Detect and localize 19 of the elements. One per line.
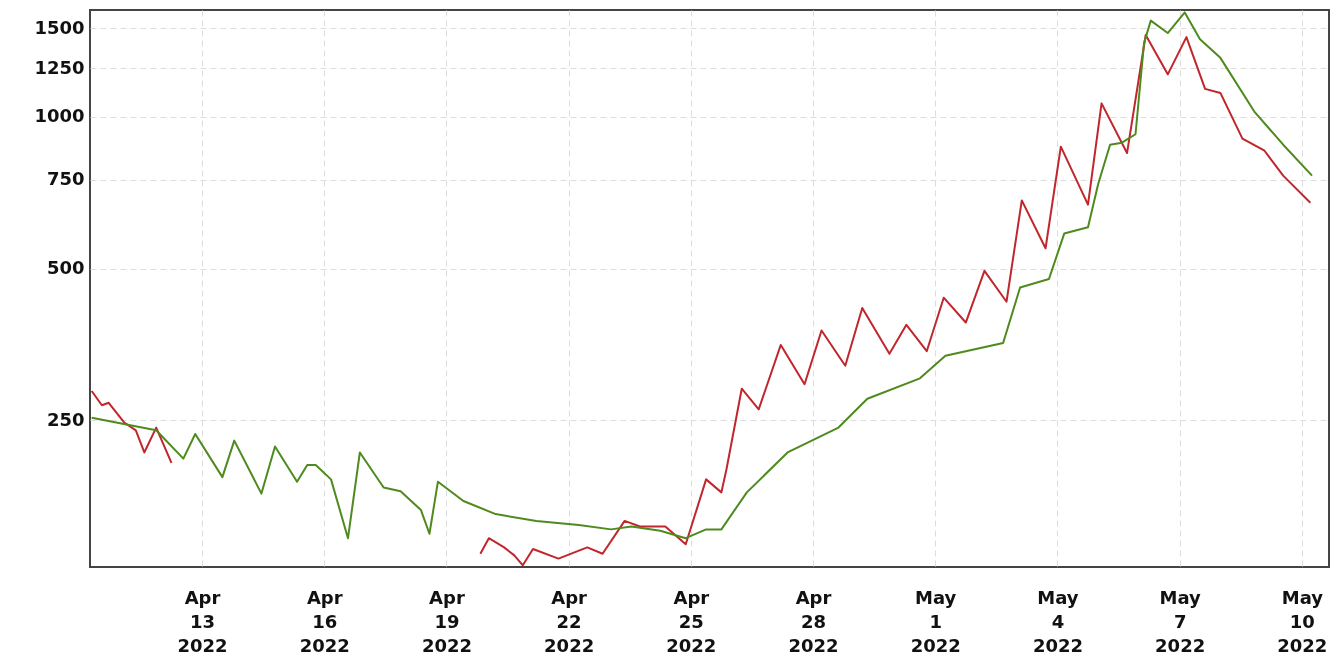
y-tick-label: 1000	[34, 105, 85, 127]
y-tick-label: 1250	[34, 56, 85, 78]
x-tick-label: May 7 2022	[1155, 586, 1206, 656]
x-tick-label: Apr 28 2022	[788, 586, 839, 656]
line-series	[90, 11, 1314, 540]
x-tick-label: May 10 2022	[1277, 586, 1328, 656]
x-tick-label: May 1 2022	[910, 586, 961, 656]
y-tick-label: 500	[46, 257, 85, 279]
x-tick-label: Apr 13 2022	[177, 586, 228, 656]
x-tick-label: May 4 2022	[1032, 586, 1083, 656]
line-series	[90, 390, 173, 464]
x-tick-label: Apr 16 2022	[299, 586, 350, 656]
line-series	[479, 34, 1312, 567]
y-tick-label: 750	[46, 168, 85, 190]
y-tick-label: 250	[46, 408, 85, 430]
x-tick-label: Apr 22 2022	[544, 586, 595, 656]
x-tick-label: Apr 25 2022	[666, 586, 717, 656]
x-tick-label: Apr 19 2022	[421, 586, 472, 656]
y-tick-label: 1500	[34, 16, 85, 38]
